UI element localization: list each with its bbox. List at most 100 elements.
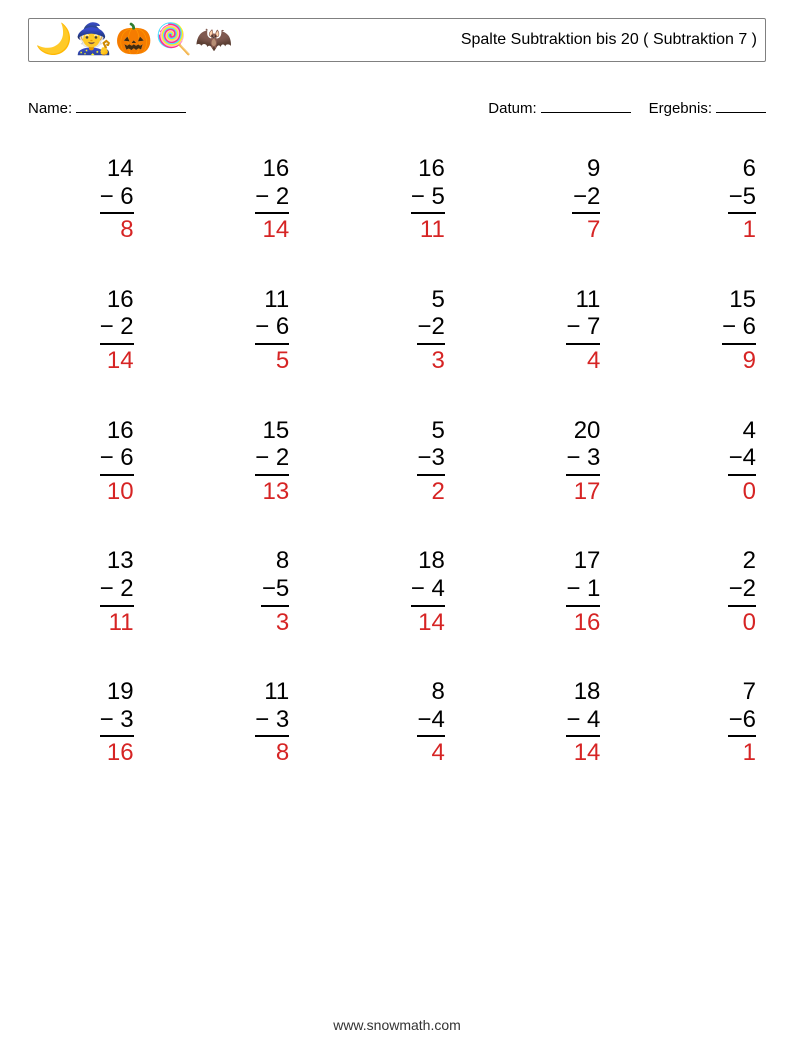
subtrahend-line: −5 [728, 183, 756, 215]
subtrahend-line: − 6 [722, 313, 756, 345]
minuend: 4 [743, 417, 756, 445]
subtrahend-line: − 2 [100, 575, 134, 607]
minuend: 5 [431, 286, 444, 314]
minuend: 8 [276, 547, 289, 575]
minuend: 19 [107, 678, 134, 706]
subtrahend-line: −2 [417, 313, 445, 345]
subtraction-problem: 18− 414 [522, 678, 600, 767]
answer: 17 [574, 476, 601, 506]
subtrahend-line: −2 [728, 575, 756, 607]
answer: 16 [574, 607, 601, 637]
answer: 14 [262, 214, 289, 244]
subtraction-problem: 6−51 [678, 155, 756, 244]
answer: 2 [431, 476, 444, 506]
subtraction-problem: 14− 68 [56, 155, 134, 244]
minuend: 17 [574, 547, 601, 575]
subtrahend-line: −6 [728, 706, 756, 738]
subtraction-problem: 16− 214 [211, 155, 289, 244]
subtraction-problem: 11− 38 [211, 678, 289, 767]
lollipop-icon: 🍭 [155, 21, 193, 59]
subtrahend-line: − 5 [411, 183, 445, 215]
subtraction-problem: 11− 65 [211, 286, 289, 375]
header-box: 🌙 🧙 🎃 🍭 🦇 Spalte Subtraktion bis 20 ( Su… [28, 18, 766, 62]
minuend: 15 [262, 417, 289, 445]
subtrahend-line: − 6 [255, 313, 289, 345]
name-label: Name: [28, 100, 72, 117]
answer: 13 [262, 476, 289, 506]
minuend: 16 [107, 286, 134, 314]
subtrahend-line: − 3 [100, 706, 134, 738]
subtraction-problem: 5−32 [367, 417, 445, 506]
minuend: 16 [418, 155, 445, 183]
minuend: 11 [575, 286, 600, 314]
minuend: 18 [574, 678, 601, 706]
answer: 16 [107, 737, 134, 767]
minuend: 7 [743, 678, 756, 706]
answer: 9 [743, 345, 756, 375]
subtraction-problem: 17− 116 [522, 547, 600, 636]
subtraction-problem: 8−44 [367, 678, 445, 767]
answer: 1 [743, 737, 756, 767]
subtraction-problem: 9−27 [522, 155, 600, 244]
subtrahend-line: − 6 [100, 444, 134, 476]
subtraction-problem: 15− 213 [211, 417, 289, 506]
subtraction-problem: 19− 316 [56, 678, 134, 767]
score-blank[interactable] [716, 98, 766, 113]
problem-grid: 14− 6816− 21416− 5119−276−5116− 21411− 6… [28, 155, 766, 767]
subtrahend-line: − 2 [255, 444, 289, 476]
subtraction-problem: 16− 610 [56, 417, 134, 506]
minuend: 18 [418, 547, 445, 575]
worksheet-title: Spalte Subtraktion bis 20 ( Subtraktion … [461, 31, 757, 49]
minuend: 16 [262, 155, 289, 183]
subtraction-problem: 11− 74 [522, 286, 600, 375]
pumpkin-icon: 🎃 [115, 21, 153, 59]
name-blank[interactable] [76, 98, 186, 113]
subtrahend-line: −4 [417, 706, 445, 738]
minuend: 14 [107, 155, 134, 183]
subtraction-problem: 4−40 [678, 417, 756, 506]
bat-icon: 🦇 [195, 21, 233, 59]
subtrahend-line: −4 [728, 444, 756, 476]
answer: 7 [587, 214, 600, 244]
answer: 14 [107, 345, 134, 375]
subtrahend-line: −5 [261, 575, 289, 607]
answer: 10 [107, 476, 134, 506]
footer-url: www.snowmath.com [28, 1017, 766, 1053]
minuend: 8 [431, 678, 444, 706]
answer: 14 [574, 737, 601, 767]
minuend: 11 [264, 286, 289, 314]
minuend: 9 [587, 155, 600, 183]
minuend: 20 [574, 417, 601, 445]
subtraction-problem: 5−23 [367, 286, 445, 375]
answer: 1 [743, 214, 756, 244]
answer: 8 [120, 214, 133, 244]
subtrahend-line: − 7 [566, 313, 600, 345]
date-label: Datum: [488, 100, 536, 117]
date-field: Datum: [488, 98, 630, 117]
header-icons: 🌙 🧙 🎃 🍭 🦇 [35, 21, 233, 59]
subtrahend-line: − 3 [566, 444, 600, 476]
score-field: Ergebnis: [649, 98, 766, 117]
subtrahend-line: − 6 [100, 183, 134, 215]
subtrahend-line: − 1 [566, 575, 600, 607]
subtraction-problem: 16− 214 [56, 286, 134, 375]
subtrahend-line: −2 [572, 183, 600, 215]
subtraction-problem: 8−53 [211, 547, 289, 636]
score-label: Ergebnis: [649, 100, 712, 117]
name-field: Name: [28, 98, 186, 117]
minuend: 5 [431, 417, 444, 445]
moon-icon: 🌙 [35, 21, 73, 59]
subtraction-problem: 20− 317 [522, 417, 600, 506]
answer: 11 [109, 607, 134, 637]
subtraction-problem: 13− 211 [56, 547, 134, 636]
answer: 5 [276, 345, 289, 375]
subtraction-problem: 2−20 [678, 547, 756, 636]
minuend: 6 [743, 155, 756, 183]
date-blank[interactable] [541, 98, 631, 113]
answer: 0 [743, 476, 756, 506]
subtrahend-line: − 4 [566, 706, 600, 738]
answer: 8 [276, 737, 289, 767]
answer: 11 [420, 214, 445, 244]
answer: 4 [587, 345, 600, 375]
wizard-icon: 🧙 [75, 21, 113, 59]
